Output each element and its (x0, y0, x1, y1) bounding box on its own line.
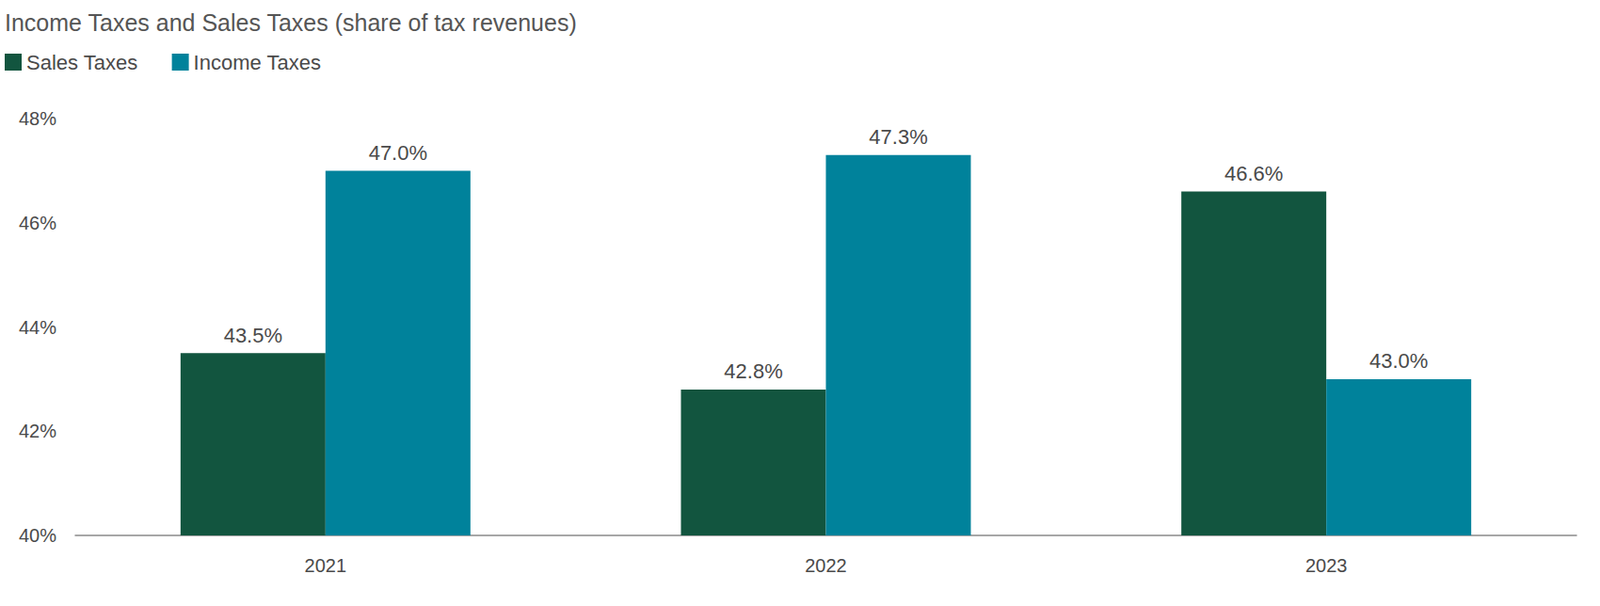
svg-text:42.8%: 42.8% (723, 359, 783, 384)
svg-text:Income Taxes and Sales Taxes (: Income Taxes and Sales Taxes (share of t… (4, 9, 577, 36)
svg-text:2023: 2023 (1305, 555, 1348, 576)
svg-text:43.5%: 43.5% (224, 323, 283, 348)
svg-text:Income Taxes: Income Taxes (193, 50, 321, 75)
svg-text:46.6%: 46.6% (1224, 161, 1283, 186)
svg-text:40%: 40% (18, 525, 57, 546)
svg-text:48%: 48% (18, 108, 57, 129)
svg-text:44%: 44% (18, 317, 57, 338)
svg-text:47.0%: 47.0% (368, 141, 428, 165)
svg-text:2021: 2021 (304, 555, 348, 576)
svg-text:42%: 42% (18, 420, 57, 442)
svg-text:43.0%: 43.0% (1369, 349, 1428, 373)
svg-text:46%: 46% (18, 212, 57, 234)
svg-text:2022: 2022 (804, 555, 848, 576)
svg-text:Sales Taxes: Sales Taxes (26, 50, 138, 75)
svg-text:47.3%: 47.3% (868, 125, 928, 149)
